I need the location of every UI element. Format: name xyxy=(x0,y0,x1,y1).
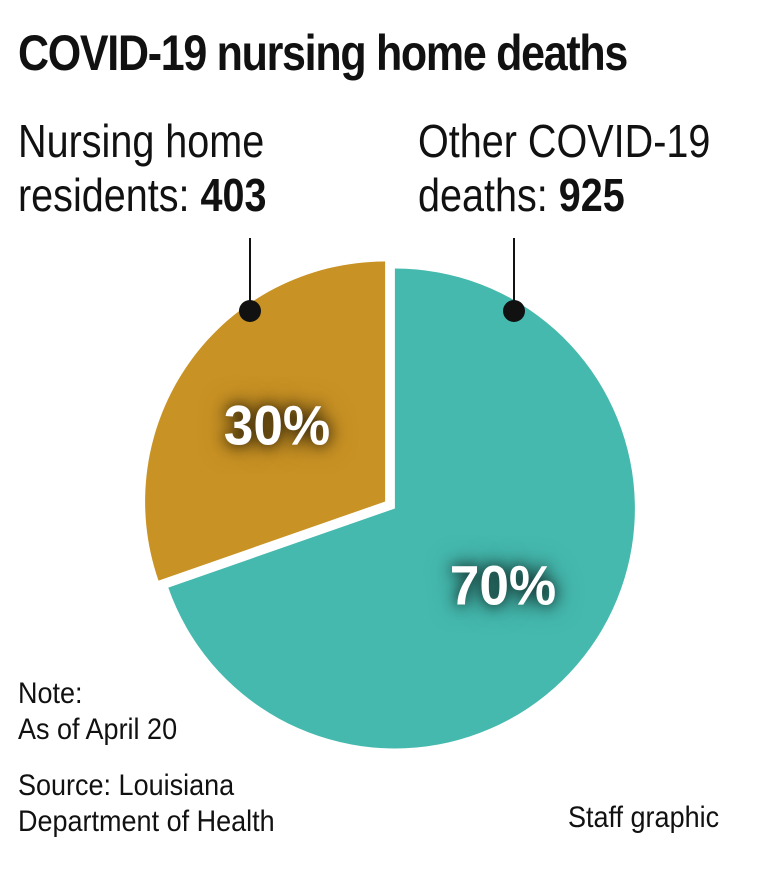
leader-dot xyxy=(239,300,261,322)
source-line: Source: Louisiana xyxy=(18,769,235,802)
legend-label-nursing-home: Nursing home residents: 403 xyxy=(18,114,267,222)
legend-value: 925 xyxy=(558,169,625,221)
chart-source: Source: Louisiana Department of Health xyxy=(18,768,275,840)
leader-dot xyxy=(503,300,525,322)
note-line: Note: xyxy=(18,677,83,710)
legend-label-text: residents: xyxy=(18,169,201,221)
chart-title: COVID-19 nursing home deaths xyxy=(18,25,628,81)
legend-label-text: deaths: xyxy=(418,169,559,221)
chart-note: Note: As of April 20 xyxy=(18,676,177,748)
chart-credit: Staff graphic xyxy=(568,801,720,834)
legend-label-line: deaths: 925 xyxy=(418,168,710,222)
source-line: Department of Health xyxy=(18,805,275,838)
slice-percent-label: 30% xyxy=(224,393,331,457)
legend-label-line: residents: 403 xyxy=(18,168,267,222)
legend-label-line: Other COVID-19 xyxy=(418,115,711,167)
legend-value: 403 xyxy=(200,169,267,221)
note-line: As of April 20 xyxy=(18,713,178,746)
legend-label-other: Other COVID-19 deaths: 925 xyxy=(418,114,710,222)
legend-label-line: Nursing home xyxy=(18,115,265,167)
pie-slice xyxy=(145,261,386,581)
pie-slice xyxy=(168,268,635,749)
slice-percent-label: 70% xyxy=(449,553,556,617)
